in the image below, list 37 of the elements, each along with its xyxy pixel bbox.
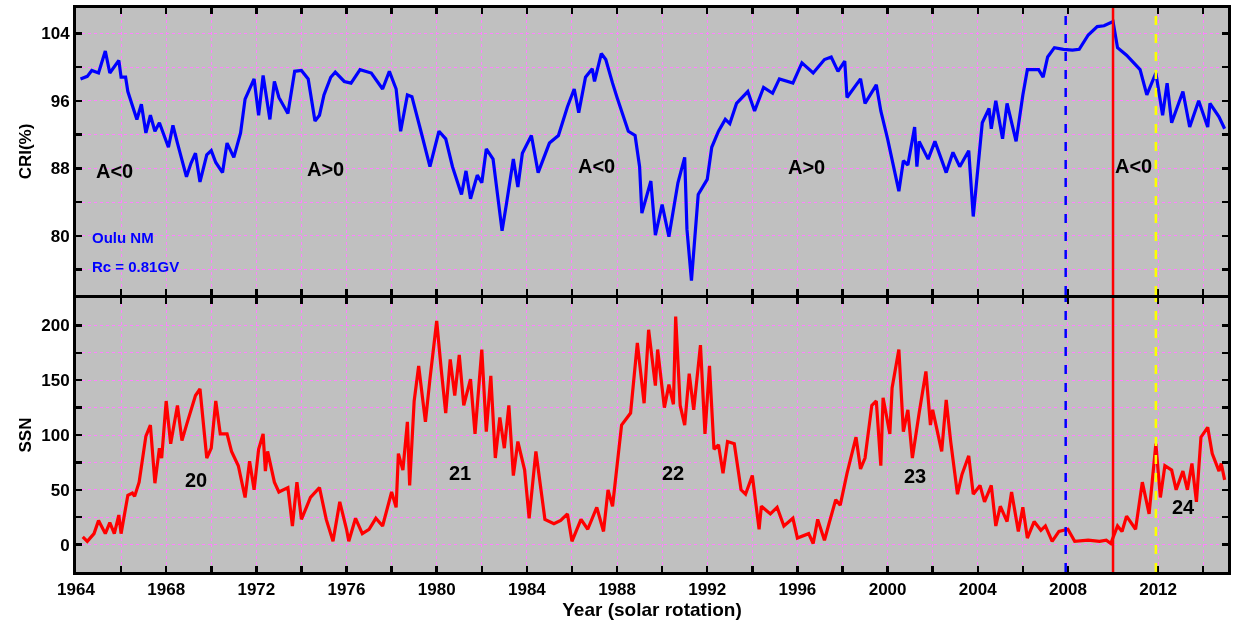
y-tick-label: 150	[41, 371, 70, 391]
y-tick-label: 80	[50, 226, 70, 246]
x-tick-label: 1964	[57, 580, 96, 600]
x-tick-label: 1976	[327, 580, 366, 600]
annotation: A<0	[1115, 155, 1153, 177]
annotation: Rc = 0.81GV	[92, 258, 180, 275]
annotation: A>0	[307, 158, 345, 180]
annotation: A<0	[578, 155, 616, 177]
y-tick-label: 0	[60, 535, 70, 555]
annotation: Oulu NM	[92, 229, 154, 246]
annotation: A>0	[788, 156, 826, 178]
annotation: 24	[1172, 496, 1196, 518]
y-axis-title: SSN	[15, 417, 35, 453]
y-tick-label: 104	[41, 24, 71, 44]
annotation: 20	[185, 469, 208, 491]
y-tick-label: 96	[50, 91, 70, 111]
x-tick-label: 2012	[1139, 580, 1178, 600]
x-tick-label: 1984	[507, 580, 547, 600]
annotation: 22	[662, 462, 685, 484]
annotation: 23	[904, 465, 927, 487]
x-tick-label: 2000	[868, 580, 907, 600]
x-tick-label: 1996	[778, 580, 817, 600]
y-axis-title: CRI(%)	[15, 123, 35, 180]
annotation: 21	[449, 462, 472, 484]
x-tick-label: 2008	[1049, 580, 1087, 600]
annotation: A<0	[96, 160, 134, 182]
y-tick-label: 50	[50, 480, 70, 500]
x-axis-title: Year (solar rotation)	[562, 599, 742, 621]
x-tick-label: 1992	[688, 580, 727, 600]
x-tick-label: 1980	[417, 580, 456, 600]
x-tick-label: 2004	[958, 580, 998, 600]
y-tick-label: 200	[41, 316, 70, 336]
x-tick-label: 1968	[147, 580, 186, 600]
y-tick-label: 100	[41, 425, 70, 445]
x-tick-label: 1972	[237, 580, 276, 600]
y-tick-label: 88	[50, 159, 70, 179]
x-tick-label: 1988	[598, 580, 636, 600]
